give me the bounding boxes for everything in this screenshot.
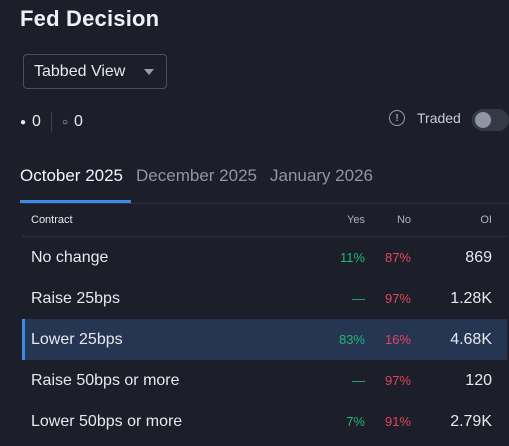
open-interest: 4.68K	[450, 330, 492, 348]
filled-count: 0	[32, 113, 41, 130]
traded-label: Traded	[417, 110, 461, 126]
view-select-value: Tabbed View	[34, 62, 126, 80]
traded-toggle[interactable]	[472, 109, 509, 131]
view-select-dropdown[interactable]: Tabbed View	[23, 54, 167, 89]
no-price[interactable]: 91%	[384, 414, 411, 429]
yes-price[interactable]: —	[352, 291, 365, 306]
no-price[interactable]: 16%	[384, 332, 411, 347]
no-price[interactable]: 97%	[384, 291, 411, 306]
yes-price[interactable]: —	[352, 373, 365, 388]
month-tabs: October 2025 December 2025 January 2026	[20, 166, 386, 198]
active-tab-indicator	[20, 200, 131, 203]
table-row[interactable]: Raise 50bps or more — 97% 120	[22, 360, 507, 401]
no-price[interactable]: 97%	[384, 373, 411, 388]
contracts-table: Contract Yes No OI No change 11% 87% 869…	[22, 204, 507, 442]
header-yes[interactable]: Yes	[347, 214, 365, 226]
contract-name: Raise 25bps	[31, 289, 120, 307]
yes-price[interactable]: 83%	[338, 332, 365, 347]
tab-december-2025[interactable]: December 2025	[136, 166, 257, 185]
tabs-divider	[20, 203, 509, 204]
page-title: Fed Decision	[20, 6, 160, 31]
traded-filter: ! Traded	[389, 110, 461, 126]
open-interest: 2.79K	[450, 412, 492, 430]
position-counts: ● 0 ○ 0	[20, 112, 83, 132]
table-row[interactable]: No change 11% 87% 869	[22, 237, 507, 278]
header-no[interactable]: No	[396, 214, 411, 226]
yes-price[interactable]: 11%	[339, 250, 365, 265]
open-interest: 1.28K	[450, 289, 492, 307]
no-price[interactable]: 87%	[384, 250, 411, 265]
table-row[interactable]: Lower 50bps or more 7% 91% 2.79K	[22, 401, 507, 442]
info-icon[interactable]: !	[389, 110, 405, 126]
table-row[interactable]: Raise 25bps — 97% 1.28K	[22, 278, 507, 319]
table-row-selected[interactable]: Lower 25bps 83% 16% 4.68K	[22, 319, 507, 360]
yes-price[interactable]: 7%	[346, 414, 365, 429]
open-interest: 869	[465, 248, 492, 266]
header-oi[interactable]: OI	[480, 214, 492, 226]
contract-name: Lower 50bps or more	[31, 412, 183, 430]
tab-october-2025[interactable]: October 2025	[20, 166, 124, 185]
contract-name: Raise 50bps or more	[31, 371, 180, 389]
hollow-count: 0	[74, 113, 83, 130]
contract-name: Lower 25bps	[31, 330, 123, 348]
contract-name: No change	[31, 248, 109, 266]
tab-january-2026[interactable]: January 2026	[269, 166, 374, 185]
filled-dot-icon: ●	[20, 116, 27, 128]
hollow-dot-icon: ○	[61, 116, 68, 128]
header-contract[interactable]: Contract	[31, 214, 73, 226]
table-header: Contract Yes No OI	[22, 204, 507, 237]
toggle-knob	[475, 112, 491, 128]
open-interest: 120	[465, 371, 492, 389]
chevron-down-icon	[144, 69, 154, 75]
divider	[50, 112, 52, 132]
